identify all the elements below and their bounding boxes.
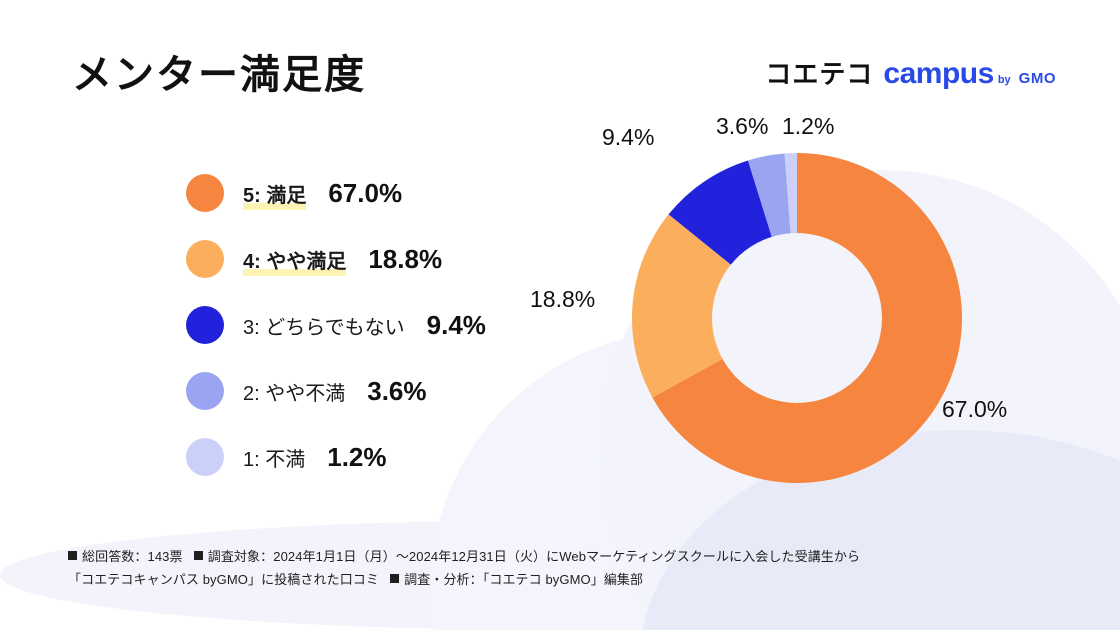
bullet-square-icon [390, 573, 400, 583]
legend-item-2: 2: やや不満 3.6% [186, 358, 486, 424]
footer-scope: 調査対象：2024年1月1日（月）〜2024年12月31日（火）にWebマーケテ… [207, 549, 861, 564]
footer-line-1: 総回答数：143票 調査対象：2024年1月1日（月）〜2024年12月31日（… [68, 546, 860, 569]
legend-label-2: 2: やや不満 [243, 382, 346, 405]
legend-value-5: 67.0% [328, 177, 403, 208]
donut-slice-group [632, 153, 962, 483]
donut-chart-svg [632, 153, 962, 483]
footer-analysis: 調査・分析：「コエテコ byGMO」編集部 [404, 571, 644, 587]
legend-value-3: 9.4% [426, 309, 486, 340]
legend-value-2: 3.6% [367, 375, 427, 406]
legend-swatch-icon [186, 306, 224, 344]
brand-logo-gmo: GMO [1018, 70, 1056, 87]
legend-swatch-icon [186, 438, 224, 476]
footer-source: 「コエテコキャンパス byGMO」に投稿された口コミ [68, 571, 379, 587]
legend-item-5: 5: 満足 67.0% [186, 160, 486, 226]
legend-label-5: 5: 満足 [243, 179, 307, 210]
legend-value-4: 18.8% [368, 243, 443, 274]
chart-legend: 5: 満足 67.0% 4: やや満足 18.8% 3: どちらでもない 9.4… [186, 160, 486, 490]
bullet-square-icon [68, 551, 77, 560]
footer-note: 総回答数：143票 調査対象：2024年1月1日（月）〜2024年12月31日（… [68, 546, 860, 592]
brand-logo: コエテコ campus by GMO [765, 54, 1064, 91]
legend-swatch-icon [186, 372, 224, 410]
footer-total: 総回答数：143票 [82, 549, 183, 564]
donut-chart: 67.0% 18.8% 9.4% 3.6% 1.2% [530, 113, 1007, 483]
footer-line-2: 「コエテコキャンパス byGMO」に投稿された口コミ 調査・分析：「コエテコ b… [68, 569, 860, 592]
slice-label-12: 1.2% [782, 113, 835, 139]
brand-logo-campus: campus [883, 57, 994, 90]
legend-item-4: 4: やや満足 18.8% [186, 226, 486, 292]
legend-swatch-icon [186, 174, 224, 212]
brand-logo-ja: コエテコ [765, 59, 874, 89]
slice-label-188: 18.8% [530, 286, 596, 312]
legend-label-4: 4: やや満足 [243, 245, 347, 276]
slice-label-67: 67.0% [942, 396, 1008, 422]
bullet-square-icon [193, 551, 203, 560]
legend-swatch-icon [186, 240, 224, 278]
legend-label-1: 1: 不満 [243, 448, 306, 471]
slice-label-94: 9.4% [602, 124, 655, 150]
legend-item-3: 3: どちらでもない 9.4% [186, 292, 486, 358]
page-title: メンター満足度 [72, 53, 366, 97]
legend-item-1: 1: 不満 1.2% [186, 424, 486, 490]
slice-label-36: 3.6% [716, 113, 769, 139]
brand-logo-by: by [997, 74, 1011, 86]
legend-label-3: 3: どちらでもない [243, 316, 405, 339]
legend-value-1: 1.2% [327, 441, 387, 472]
